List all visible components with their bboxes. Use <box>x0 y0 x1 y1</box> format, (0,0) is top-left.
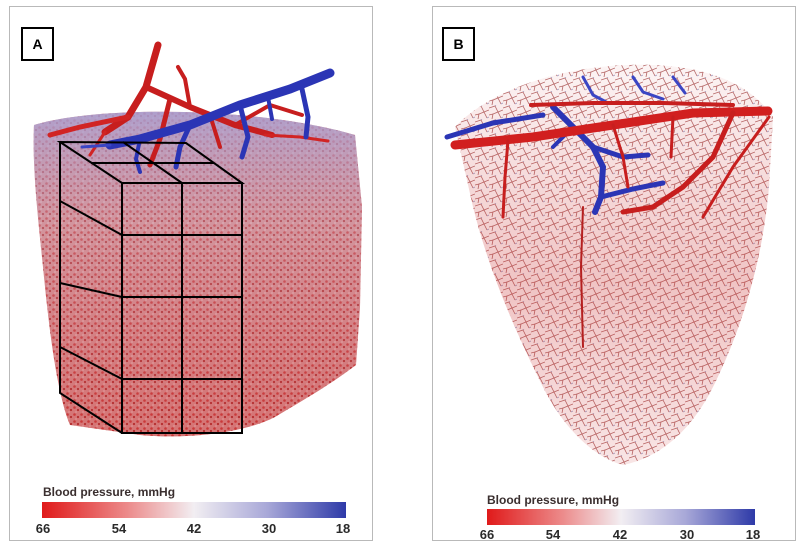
colorbar-gradient <box>487 509 755 525</box>
colorbar-tick: 54 <box>111 521 127 536</box>
wireframe-grid <box>56 140 246 434</box>
colorbar-title: Blood pressure, mmHg <box>487 493 620 507</box>
surface-vessels <box>444 75 773 348</box>
colorbar-tick: 30 <box>679 527 695 541</box>
panel-a: A Blood pressure, mmHg 66 54 42 30 18 <box>9 6 373 541</box>
colorbar-tick: 54 <box>545 527 561 541</box>
colorbar-tick: 66 <box>479 527 495 541</box>
panel-label: B <box>442 27 475 61</box>
colorbar-tick: 66 <box>35 521 51 536</box>
vascular-network-render-a <box>33 41 362 437</box>
panel-label: A <box>21 27 54 61</box>
colorbar-tick: 18 <box>335 521 351 536</box>
colorbar-tick: 30 <box>261 521 277 536</box>
tissue-block <box>33 111 362 437</box>
colorbar-tick: 18 <box>745 527 761 541</box>
capillary-mesh <box>455 64 773 465</box>
colorbar-gradient <box>42 502 346 518</box>
colorbar-title: Blood pressure, mmHg <box>43 485 176 499</box>
colorbar-tick: 42 <box>186 521 202 536</box>
panel-b: B Blood pressure, mmHg 66 54 42 30 18 <box>432 6 796 541</box>
colorbar-tick: 42 <box>612 527 628 541</box>
vascular-network-render-b <box>444 64 773 465</box>
surface-vessels <box>47 41 335 174</box>
